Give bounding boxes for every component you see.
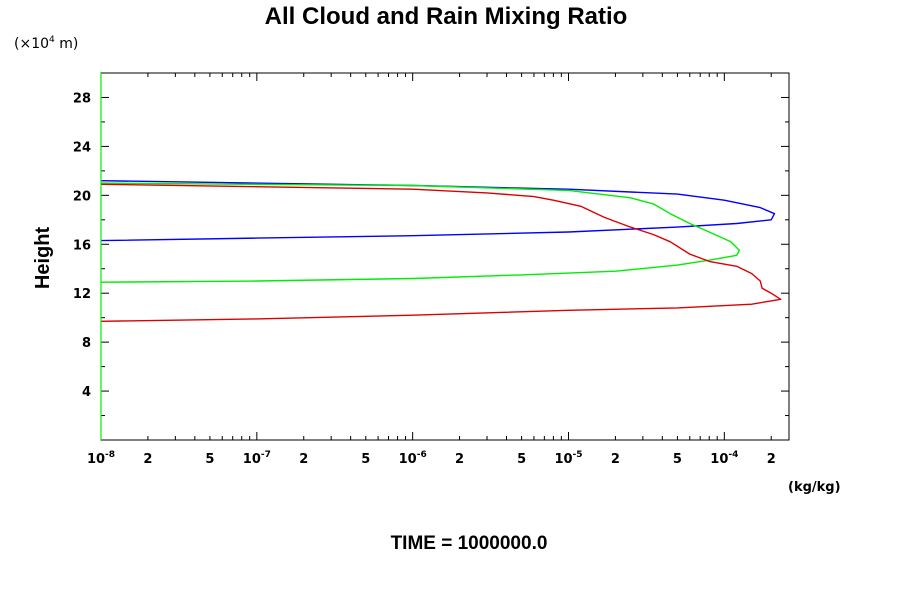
y-axis-ticks: 4 8 12 16 20 24 28	[73, 91, 789, 417]
x-tick-label: 10-4	[710, 450, 738, 467]
y-tick-label: 20	[73, 189, 91, 204]
x-tick-label: 5	[673, 452, 682, 467]
x-tick-label: 2	[767, 452, 776, 467]
x-tick-exponent: -5	[573, 450, 583, 460]
x-axis-ticks: 10-8 2 5 10-7 2 5 10-6 2 5 10-5 2 5 10-4 2	[87, 73, 776, 467]
x-tick-base: 2	[611, 452, 620, 467]
y-tick-label: 24	[73, 140, 91, 155]
y-tick-label: 12	[73, 287, 91, 302]
plot-frame	[100, 72, 790, 441]
x-tick-label: 10-7	[243, 450, 271, 467]
x-tick-exponent: -8	[105, 450, 115, 460]
x-tick-label: 5	[205, 452, 214, 467]
y-scale-prefix: (×10	[14, 36, 49, 52]
x-tick-exponent: -6	[417, 450, 427, 460]
x-tick-label: 10-8	[87, 450, 115, 467]
series-layer	[100, 73, 782, 440]
x-tick-base: 5	[517, 452, 526, 467]
x-tick-label: 2	[611, 452, 620, 467]
x-tick-base: 10	[87, 452, 105, 467]
x-tick-label: 5	[517, 452, 526, 467]
x-tick-base: 2	[767, 452, 776, 467]
y-scale-exponent: 4	[49, 35, 55, 45]
y-tick-label: 8	[82, 336, 91, 351]
x-tick-base: 2	[455, 452, 464, 467]
x-tick-base: 10	[554, 452, 572, 467]
x-tick-label: 2	[143, 452, 152, 467]
x-tick-base: 5	[205, 452, 214, 467]
x-tick-base: 2	[299, 452, 308, 467]
x-tick-exponent: -4	[728, 450, 738, 460]
x-tick-base: 10	[399, 452, 417, 467]
x-tick-base: 10	[710, 452, 728, 467]
y-tick-label: 28	[73, 91, 91, 106]
x-tick-label: 10-6	[399, 450, 427, 467]
x-tick-label: 2	[299, 452, 308, 467]
x-tick-exponent: -7	[261, 450, 271, 460]
series-line-2	[100, 182, 741, 283]
x-tick-label: 5	[361, 452, 370, 467]
x-tick-base: 5	[361, 452, 370, 467]
y-tick-label: 16	[73, 238, 91, 253]
time-label: TIME = 1000000.0	[391, 533, 548, 554]
x-tick-base: 10	[243, 452, 261, 467]
y-scale-unit: m)	[55, 36, 79, 52]
chart-title: All Cloud and Rain Mixing Ratio	[265, 3, 628, 30]
y-scale-note: (×104 m)	[14, 35, 78, 52]
plot-area	[100, 72, 790, 441]
series-line-1	[100, 180, 776, 242]
y-tick-label: 4	[82, 385, 91, 400]
x-tick-base: 5	[673, 452, 682, 467]
x-tick-label: 2	[455, 452, 464, 467]
x-axis-unit: (kg/kg)	[788, 480, 841, 495]
x-tick-label: 10-5	[554, 450, 582, 467]
x-tick-base: 2	[143, 452, 152, 467]
series-line-3	[100, 183, 782, 322]
y-axis-label: Height	[32, 227, 54, 290]
